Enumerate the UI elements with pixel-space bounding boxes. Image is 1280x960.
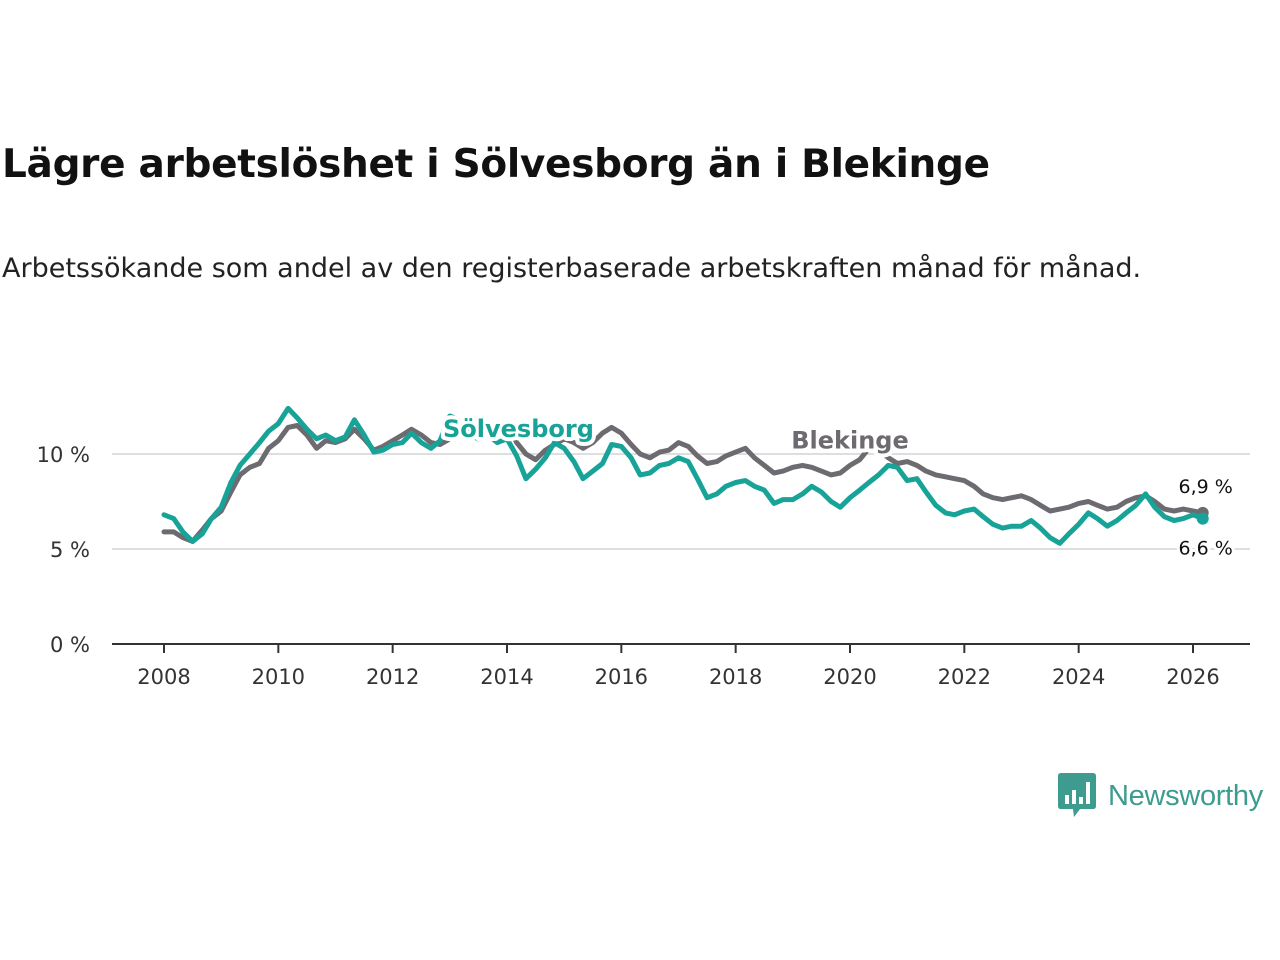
brand-name: Newsworthy (1108, 779, 1263, 812)
x-tick-label: 2008 (137, 665, 190, 689)
x-tick-label: 2016 (595, 665, 648, 689)
x-axis-ticks: 2008 2010 2012 2014 2016 2018 2020 2022 2024 2026 (137, 644, 1220, 689)
end-value-label-solvesborg: 6,6 % (1179, 538, 1233, 560)
series-line-blekinge (161, 421, 1206, 544)
series-labels: Sölvesborg Blekinge 6,9 % 6,6 % (439, 411, 1236, 563)
line-chart: 0 %5 %10 % 2008 2010 2012 2014 2016 2018 2020 2… (37, 405, 1250, 689)
x-tick-label: 2024 (1052, 665, 1105, 689)
chart-subtitle: Arbetssökande som andel av den registerb… (2, 253, 1142, 284)
series-lines (161, 405, 1209, 546)
chart-title: Lägre arbetslöshet i Sölvesborg än i Ble… (2, 142, 990, 187)
newsworthy-brand[interactable]: Newsworthy (1058, 772, 1263, 820)
x-tick-label: 2018 (709, 665, 762, 689)
y-tick-label: 10 % (37, 443, 90, 467)
grid-lines (112, 453, 1250, 550)
x-tick-label: 2014 (480, 665, 533, 689)
x-tick-label: 2010 (252, 665, 305, 689)
series-label-blekinge: Blekinge (791, 426, 909, 454)
series-label-solvesborg: Sölvesborg (443, 415, 594, 443)
x-tick-label: 2020 (823, 665, 876, 689)
y-tick-label: 0 % (50, 633, 90, 657)
x-tick-label: 2022 (938, 665, 991, 689)
x-tick-label: 2012 (366, 665, 419, 689)
y-axis-ticks: 0 % 5 % 10 % (37, 443, 90, 657)
newsworthy-logo-icon (1058, 773, 1096, 817)
y-tick-label: 5 % (50, 538, 90, 562)
series-line-solvesborg (161, 405, 1206, 546)
x-tick-label: 2026 (1166, 665, 1219, 689)
series-end-point-solvesborg (1196, 512, 1209, 525)
end-value-label-blekinge: 6,9 % (1179, 476, 1233, 498)
